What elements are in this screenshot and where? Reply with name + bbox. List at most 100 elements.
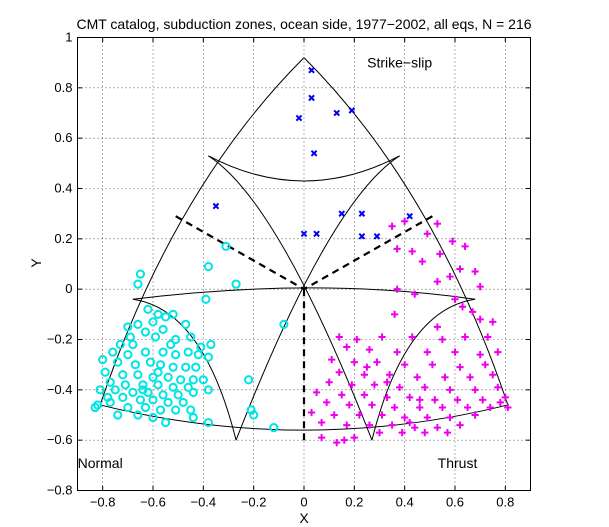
annotation-label: Strike−slip: [367, 55, 432, 71]
normal-point: [118, 392, 128, 402]
thrust-point: [438, 335, 447, 344]
normal-point: [118, 370, 128, 380]
normal-point: [168, 382, 178, 392]
thrust-point: [385, 371, 394, 379]
normal-point: [196, 342, 206, 352]
normal-point: [203, 352, 213, 362]
normal-point: [148, 372, 158, 382]
thrust-point: [350, 434, 358, 442]
thrust-point: [325, 378, 333, 386]
normal-point: [168, 362, 178, 372]
inner-arc-b: [235, 155, 400, 441]
normal-point: [193, 350, 203, 360]
thrust-point: [471, 267, 479, 276]
normal-point: [143, 304, 153, 314]
normal-point: [188, 387, 198, 397]
normal-point: [249, 410, 259, 420]
normal-point: [130, 360, 140, 370]
chart-annotations: Strike−slip Normal Thrust: [78, 55, 478, 471]
thrust-point: [391, 310, 399, 318]
thrust-point: [413, 373, 421, 381]
thrust-point: [328, 356, 336, 364]
thrust-point: [418, 257, 426, 266]
normal-point: [163, 397, 173, 408]
normal-point: [163, 372, 173, 382]
thrust-point: [333, 439, 341, 447]
thrust-point: [353, 335, 361, 344]
normal-point: [138, 385, 148, 395]
normal-point: [188, 375, 198, 385]
normal-point: [95, 385, 105, 395]
normal-point: [120, 380, 130, 390]
normal-point: [191, 362, 201, 372]
thrust-point: [448, 237, 457, 245]
thrust-point: [433, 278, 441, 286]
normal-point: [133, 279, 143, 289]
thrust-point: [360, 371, 368, 379]
normal-point: [201, 294, 211, 304]
thrust-point: [368, 401, 376, 409]
thrust-point: [411, 290, 419, 298]
thrust-point: [451, 295, 459, 303]
thrust-point: [458, 303, 467, 311]
thrust-point: [433, 423, 441, 432]
normal-point: [171, 350, 181, 360]
thrust-point: [476, 283, 484, 291]
normal-point: [166, 339, 176, 350]
thrust-point: [433, 220, 441, 228]
annotation-label: Normal: [78, 455, 123, 471]
thrust-point: [388, 222, 396, 230]
thrust-point: [408, 333, 416, 341]
thrust-point: [501, 393, 509, 401]
thrust-point: [423, 348, 431, 356]
thrust-point: [446, 386, 454, 394]
inner-arc-c: [132, 287, 476, 300]
normal-point: [128, 339, 138, 350]
thrust-point: [318, 434, 326, 442]
normal-point: [188, 412, 198, 423]
normal-point: [231, 279, 241, 289]
x-tick-label: −0.2: [241, 495, 267, 510]
x-tick-label: 0: [300, 495, 307, 510]
normal-point: [128, 387, 138, 397]
normal-point: [153, 380, 163, 390]
thrust-point: [423, 413, 431, 422]
thrust-point: [398, 429, 406, 437]
normal-point: [123, 402, 133, 413]
normal-point: [171, 334, 181, 345]
thrust-point: [393, 245, 401, 253]
normal-point: [145, 357, 156, 367]
thrust-point: [360, 391, 368, 399]
normal-point: [178, 397, 188, 408]
thrust-point: [456, 265, 464, 273]
normal-point: [123, 322, 133, 332]
annotation-label: Thrust: [438, 455, 478, 471]
thrust-point: [330, 411, 338, 419]
thrust-point: [466, 373, 474, 381]
normal-point: [176, 375, 186, 385]
thrust-point: [486, 403, 494, 412]
centroid-dashed-left: [175, 215, 305, 291]
strike-slip-point: [308, 66, 315, 74]
thrust-point: [340, 436, 348, 444]
normal-point: [148, 412, 158, 423]
thrust-point: [456, 421, 464, 429]
normal-point: [133, 410, 143, 420]
normal-point: [155, 405, 166, 415]
thrust-point: [335, 368, 343, 376]
thrust-point: [363, 363, 371, 371]
strike-slip-point: [313, 230, 320, 238]
thrust-point: [383, 378, 391, 386]
thrust-point: [436, 250, 444, 258]
thrust-point: [348, 381, 356, 389]
thrust-point: [431, 396, 439, 404]
normal-point: [269, 422, 279, 433]
x-tick-label: −0.8: [90, 495, 116, 510]
normal-point: [125, 332, 135, 342]
normal-point: [133, 319, 143, 329]
strike-slip-point: [373, 233, 381, 240]
thrust-point: [378, 333, 386, 341]
strike-slip-point: [358, 210, 366, 217]
normal-point: [183, 347, 193, 357]
normal-point: [148, 395, 158, 405]
